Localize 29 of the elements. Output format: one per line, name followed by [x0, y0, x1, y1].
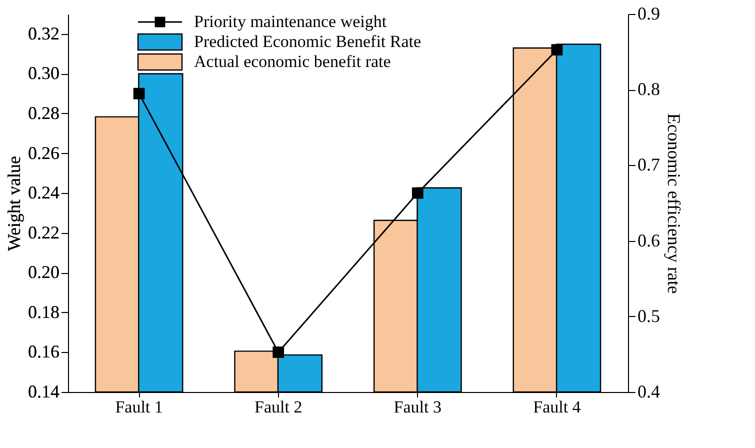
- y-tick-label: 0.22: [28, 222, 60, 242]
- point: [133, 88, 145, 100]
- y2-axis-title: Economic efficiency rate: [664, 113, 684, 294]
- legend-label: Actual economic benefit rate: [194, 52, 391, 71]
- legend-label: Predicted Economic Benefit Rate: [194, 32, 422, 51]
- point: [412, 187, 424, 199]
- y-tick-label: 0.32: [28, 23, 60, 44]
- y-tick-label: 0.20: [28, 262, 60, 282]
- y-tick-label: 0.16: [28, 342, 60, 362]
- point: [551, 44, 563, 56]
- y-tick-label: 0.30: [28, 63, 60, 84]
- y2-tick-label: 0.5: [638, 306, 660, 326]
- legend-label: Priority maintenance weight: [194, 12, 387, 31]
- point: [272, 346, 284, 358]
- y-axis-title: Weight value: [4, 156, 24, 252]
- x-tick-label: Fault 1: [115, 398, 163, 416]
- y-tick-label: 0.18: [28, 302, 60, 322]
- y2-tick-label: 0.9: [638, 4, 660, 24]
- y-tick-label: 0.28: [28, 102, 60, 123]
- x-tick-label: Fault 4: [533, 398, 582, 416]
- y-tick-label: 0.26: [28, 142, 60, 163]
- x-tick-label: Fault 3: [394, 398, 442, 416]
- y-tick-label: 0.14: [28, 382, 60, 402]
- y2-tick-label: 0.6: [638, 230, 660, 250]
- x-tick-label: Fault 2: [254, 398, 302, 416]
- y2-tick-label: 0.4: [638, 382, 660, 402]
- y2-tick-label: 0.7: [638, 154, 660, 175]
- y2-tick-label: 0.8: [638, 79, 660, 100]
- y-tick-label: 0.24: [28, 182, 60, 203]
